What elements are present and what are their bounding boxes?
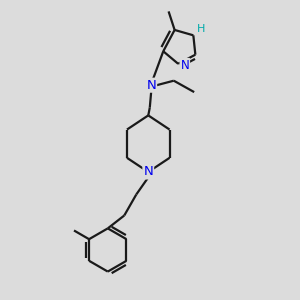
Text: N: N bbox=[143, 166, 153, 178]
Text: H: H bbox=[196, 24, 205, 34]
Text: N: N bbox=[180, 59, 189, 72]
Text: N: N bbox=[146, 79, 156, 92]
